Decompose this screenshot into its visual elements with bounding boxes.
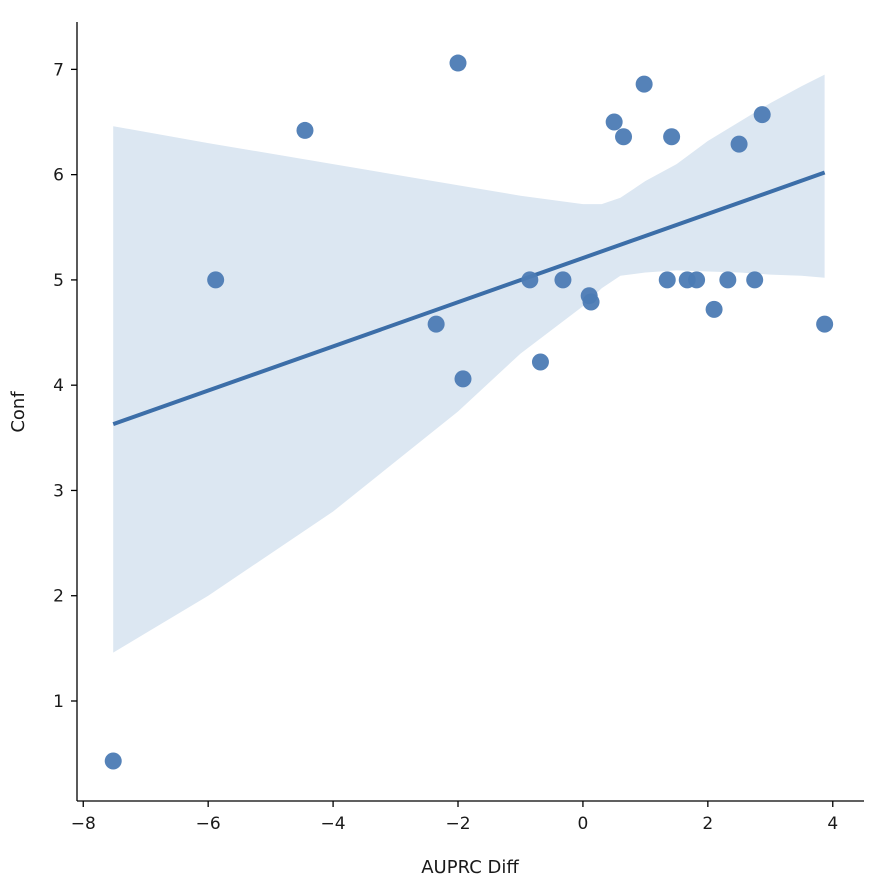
regression-line (112, 170, 826, 427)
data-point (427, 315, 445, 333)
data-point (719, 271, 737, 289)
data-point (531, 353, 549, 371)
x-tick-label: −2 (445, 814, 470, 834)
data-point (658, 271, 676, 289)
data-point (207, 271, 225, 289)
data-point (615, 128, 633, 146)
y-tick-label: 4 (53, 376, 64, 396)
x-tick-label: 4 (827, 814, 838, 834)
y-tick-label: 1 (53, 692, 64, 712)
confidence-band-layer (113, 74, 825, 653)
x-tick-label: 2 (702, 814, 713, 834)
data-point (705, 300, 723, 318)
y-tick-label: 3 (53, 481, 64, 501)
data-point (454, 370, 472, 388)
y-tick-label: 7 (53, 60, 64, 80)
data-point (688, 271, 706, 289)
y-tick-label: 6 (53, 166, 64, 186)
confidence-band (113, 74, 825, 653)
x-tick-label: −4 (321, 814, 346, 834)
data-point (746, 271, 764, 289)
regression-line-layer (112, 170, 826, 427)
data-point (554, 271, 572, 289)
y-tick-label: 2 (53, 587, 64, 607)
x-axis-label: AUPRC Diff (421, 857, 519, 878)
y-tick-label: 5 (53, 271, 64, 291)
data-point (816, 315, 834, 333)
data-point (296, 121, 314, 139)
x-ticks-layer: −8 −6 −4 −2 0 2 4 (71, 801, 838, 834)
y-axis-label: Conf (8, 391, 29, 433)
x-tick-label: −8 (71, 814, 96, 834)
data-points-layer (104, 54, 834, 770)
data-point (449, 54, 467, 72)
y-ticks-layer: 1 2 3 4 5 6 7 (53, 60, 77, 712)
data-point (582, 293, 600, 311)
data-point (753, 106, 771, 124)
x-tick-label: 0 (578, 814, 589, 834)
x-tick-label: −6 (196, 814, 221, 834)
data-point (104, 752, 122, 770)
data-point (663, 128, 681, 146)
data-point (635, 75, 653, 93)
data-point (730, 135, 748, 153)
data-point (605, 113, 623, 131)
data-point (521, 271, 539, 289)
